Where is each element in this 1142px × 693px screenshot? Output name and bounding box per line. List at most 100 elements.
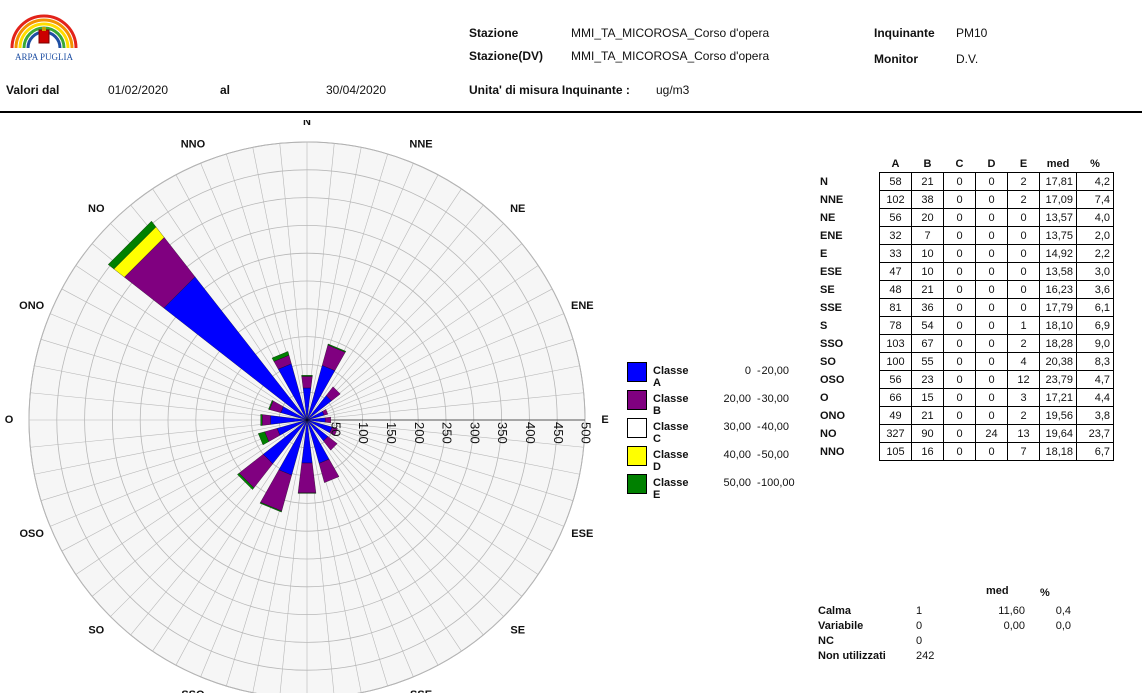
table-cell-med: 18,28 (1039, 334, 1077, 353)
table-cell-A: 47 (879, 262, 912, 281)
direction-label-oso: OSO (19, 528, 44, 540)
rose-bar-ese-classe-b (329, 426, 338, 436)
legend-dash: - (757, 449, 761, 461)
table-cell-C: 0 (943, 370, 976, 389)
table-header-cell: med (1046, 157, 1070, 170)
legend-swatch (627, 390, 647, 410)
table-cell-C: 0 (943, 442, 976, 461)
table-cell-E: 2 (1007, 190, 1040, 209)
table-cell-med: 18,18 (1039, 442, 1077, 461)
table-cell-E: 2 (1007, 406, 1040, 425)
table-row: E 33 10 0 0 0 14,92 2,2 (818, 244, 1114, 263)
table-cell-A: 81 (879, 298, 912, 317)
table-cell-C: 0 (943, 316, 976, 335)
rose-spoke (306, 419, 584, 448)
table-cell-E: 0 (1007, 226, 1040, 245)
rose-spoke (306, 288, 553, 421)
rose-spoke (306, 419, 553, 552)
rose-spoke (75, 419, 308, 575)
rose-bar-nno-classe-e (271, 351, 290, 362)
table-cell-C: 0 (943, 208, 976, 227)
table-row: S 78 54 0 0 1 18,10 6,9 (818, 316, 1114, 335)
table-row: NO 327 90 0 24 13 19,64 23,7 (818, 424, 1114, 443)
stats-row: Calma 1 11,60 0,4 (818, 603, 1071, 618)
al-label: al (220, 83, 231, 97)
unita-label: Unita' di misura Inquinante : (469, 83, 630, 97)
table-cell-E: 7 (1007, 442, 1040, 461)
rose-spoke (279, 143, 308, 421)
table-row: ONO 49 21 0 0 2 19,56 3,8 (818, 406, 1114, 425)
direction-label-se: SE (510, 625, 525, 637)
stats-row: Variabile 0 0,00 0,0 (818, 618, 1071, 633)
rose-spoke (306, 313, 564, 421)
table-cell-pct: 3,8 (1076, 406, 1114, 425)
stazione-dv-label: Stazione(DV) (469, 49, 544, 63)
legend-dash: - (757, 393, 761, 405)
table-cell-C: 0 (943, 244, 976, 263)
rose-spoke (34, 365, 308, 421)
direction-label-so: SO (88, 625, 104, 637)
rose-spoke (306, 392, 584, 421)
rainbow-logo-icon (10, 14, 78, 49)
table-cell-D: 24 (975, 424, 1008, 443)
table-row: SSE 81 36 0 0 0 17,79 6,1 (818, 298, 1114, 317)
row-direction: N (820, 175, 828, 188)
rose-bar-o-classe-e (260, 414, 263, 426)
stats-row: NC 0 (818, 633, 1071, 648)
legend-from: 30,00 (723, 421, 751, 433)
legend-from: 50,00 (723, 477, 751, 489)
table-cell-pct: 4,2 (1076, 172, 1114, 191)
table-cell-B: 7 (911, 226, 944, 245)
direction-label-no: NO (88, 203, 105, 215)
table-cell-A: 56 (879, 208, 912, 227)
table-cell-pct: 3,0 (1076, 262, 1114, 281)
table-cell-pct: 9,0 (1076, 334, 1114, 353)
rose-spoke (34, 419, 308, 475)
rose-spoke (306, 419, 539, 575)
rose-direction-labels: NNNENEENEEESESESSESSSOSOOSOOONONONNO (5, 120, 609, 693)
legend-to: 40,00 (761, 421, 789, 433)
table-cell-med: 13,58 (1039, 262, 1077, 281)
table-header-cell: B (923, 157, 932, 170)
table-cell-C: 0 (943, 388, 976, 407)
table-row: OSO 56 23 0 0 12 23,79 4,7 (818, 370, 1114, 389)
table-cell-A: 48 (879, 280, 912, 299)
table-cell-med: 16,23 (1039, 280, 1077, 299)
table-row: ENE 32 7 0 0 0 13,75 2,0 (818, 226, 1114, 245)
table-cell-med: 14,92 (1039, 244, 1077, 263)
wind-rose-chart: 50 100 150 200 250 300 350 400 450 500 N NNE NE ENE E… (5, 120, 609, 693)
stats-pct: 0,0 (1055, 619, 1071, 632)
table-cell-D: 0 (975, 190, 1008, 209)
table-cell-med: 17,79 (1039, 298, 1077, 317)
table-cell-A: 100 (879, 352, 912, 371)
table-row: SO 100 55 0 0 4 20,38 8,3 (818, 352, 1114, 371)
rose-spoke (306, 419, 574, 501)
rose-bar-ono-classe-e (268, 400, 274, 410)
table-cell-D: 0 (975, 244, 1008, 263)
stats-pct (1025, 648, 1071, 663)
rose-spoke (306, 188, 462, 421)
monitor-value: D.V. (956, 52, 979, 66)
table-header-blank (818, 155, 880, 173)
table-cell-D: 0 (975, 334, 1008, 353)
row-direction: OSO (820, 373, 845, 386)
table-cell-C: 0 (943, 352, 976, 371)
stats-label: NC (818, 634, 834, 647)
table-cell-B: 55 (911, 352, 944, 371)
table-cell-med: 13,75 (1039, 226, 1077, 245)
rose-spoke (306, 419, 462, 652)
rose-bars (107, 220, 347, 513)
table-cell-med: 18,10 (1039, 316, 1077, 335)
rose-spoke (75, 265, 308, 421)
table-cell-D: 0 (975, 298, 1008, 317)
stats-n: 0 (916, 634, 923, 647)
table-header-cell: E (1019, 157, 1028, 170)
rose-spoke (306, 419, 504, 617)
legend-name: Classe E (653, 477, 689, 501)
direction-label-sse: SSE (410, 689, 432, 693)
table-cell-D: 0 (975, 388, 1008, 407)
table-cell-B: 15 (911, 388, 944, 407)
table-cell-E: 4 (1007, 352, 1040, 371)
row-direction: S (820, 319, 828, 332)
stazione-value: MMI_TA_MICOROSA_Corso d'opera (571, 26, 770, 40)
